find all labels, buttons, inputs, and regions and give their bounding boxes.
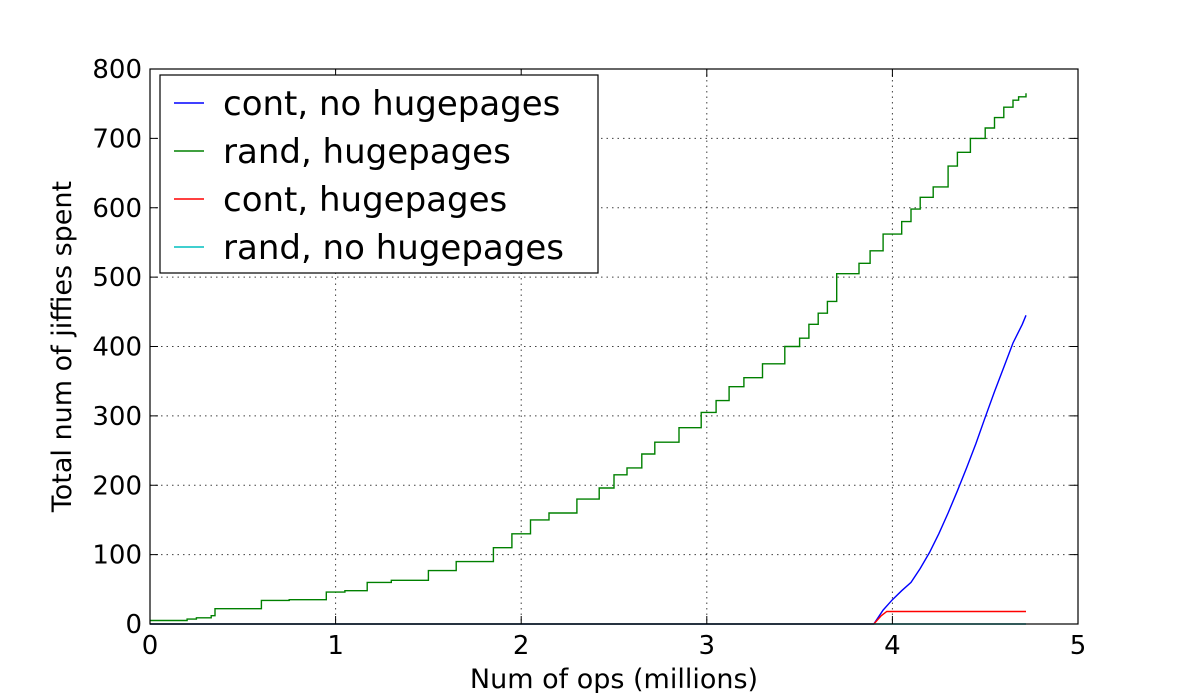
x-tick-label: 3 — [699, 631, 716, 661]
legend-label: cont, hugepages — [223, 180, 507, 220]
y-tick-label: 800 — [92, 55, 142, 85]
x-tick-label: 0 — [142, 631, 159, 661]
series-line-1 — [150, 315, 1027, 625]
y-tick-label: 700 — [92, 124, 142, 154]
y-tick-label: 100 — [92, 541, 142, 571]
legend-label: cont, no hugepages — [223, 84, 560, 124]
y-tick-label: 600 — [92, 194, 142, 224]
x-axis-title: Num of ops (millions) — [470, 664, 758, 693]
y-tick-label: 500 — [92, 263, 142, 293]
y-tick-label: 200 — [92, 471, 142, 501]
x-tick-label: 1 — [327, 631, 344, 661]
y-tick-label: 0 — [125, 610, 142, 640]
legend-label: rand, hugepages — [223, 132, 511, 172]
x-tick-label: 5 — [1070, 631, 1087, 661]
axis-ticks: 0 1 2 3 4 5 0 100 200 300 400 500 600 700 800 — [92, 55, 1086, 661]
legend: cont, no hugepages rand, hugepages cont, h… — [159, 74, 599, 274]
series-line-3 — [150, 610, 1026, 625]
x-tick-label: 4 — [884, 631, 901, 661]
series-line-2 — [150, 93, 1027, 622]
y-tick-label: 300 — [92, 402, 142, 432]
y-axis-title: Total num of jiffies spent — [47, 181, 78, 513]
x-tick-label: 2 — [513, 631, 530, 661]
y-tick-label: 400 — [92, 333, 142, 363]
legend-label: rand, no hugepages — [223, 228, 564, 268]
legend-box — [159, 74, 599, 274]
